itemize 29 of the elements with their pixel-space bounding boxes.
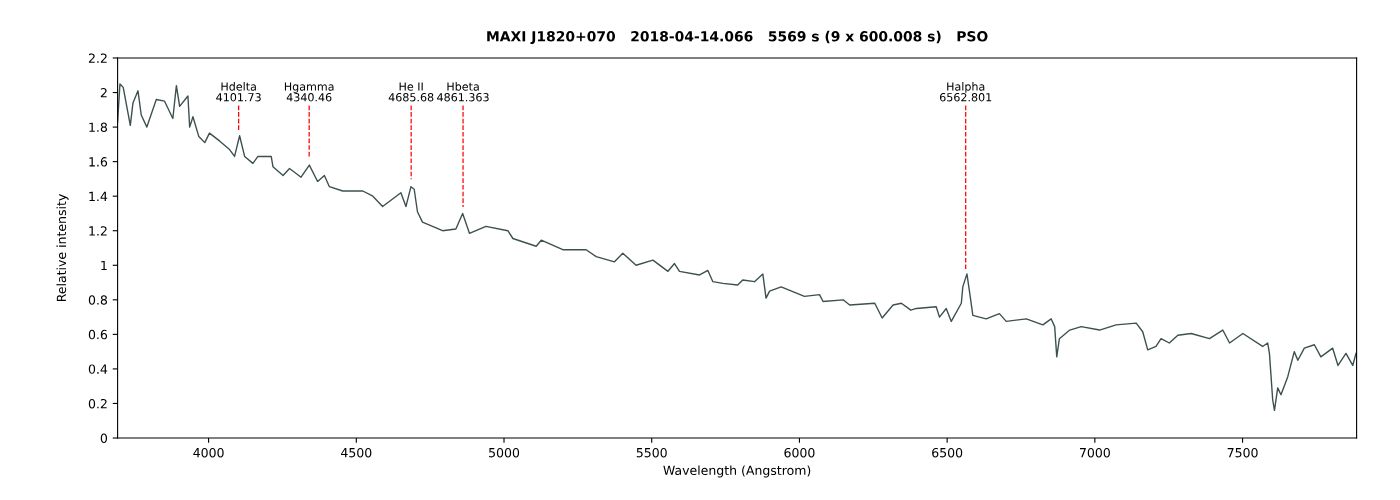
- y-tick-label: 0.2: [88, 398, 107, 409]
- y-tick-label: 2: [100, 88, 107, 98]
- x-tick-label: 6500: [932, 447, 963, 458]
- y-tick-label: 2.2: [88, 53, 107, 63]
- ref-line-label: Halpha 6562.801: [939, 82, 992, 102]
- x-axis-title: Wavelength (Angstrom): [663, 465, 811, 478]
- x-tick-label: 5500: [636, 447, 667, 458]
- x-tick-label: 7500: [1227, 447, 1258, 458]
- ref-line-label: Hdelta 4101.73: [216, 82, 261, 102]
- y-tick-label: 1: [101, 260, 107, 271]
- line-series: [117, 83, 1357, 412]
- y-axis-title: Relative intensity: [56, 194, 69, 302]
- x-tick-label: 7000: [1079, 447, 1110, 458]
- ref-line-label: Hgamma 4340.46: [284, 82, 334, 102]
- y-tick-label: 0.6: [88, 329, 108, 340]
- y-tick-label: 1.6: [89, 157, 108, 167]
- x-tick-label: 5000: [489, 447, 520, 458]
- x-tick-label: 4500: [341, 447, 372, 458]
- y-tick-label: 1.8: [89, 122, 108, 133]
- ref-line-label: He II 4685.68: [388, 82, 434, 102]
- y-tick-label: 0: [100, 433, 108, 443]
- x-tick-label: 6000: [784, 447, 815, 458]
- y-tick-label: 0.8: [88, 295, 108, 305]
- chart-title: MAXI J1820+070 2018-04-14.066 5569 s (9 x 600.008 s) PSO: [487, 30, 988, 45]
- y-tick-label: 1.2: [89, 226, 107, 236]
- y-tick-label: 1.4: [89, 191, 108, 201]
- ref-line-label: Hbeta 4861.363: [437, 82, 489, 102]
- x-tick-label: 4000: [193, 447, 224, 458]
- y-tick-label: 0.4: [88, 364, 108, 374]
